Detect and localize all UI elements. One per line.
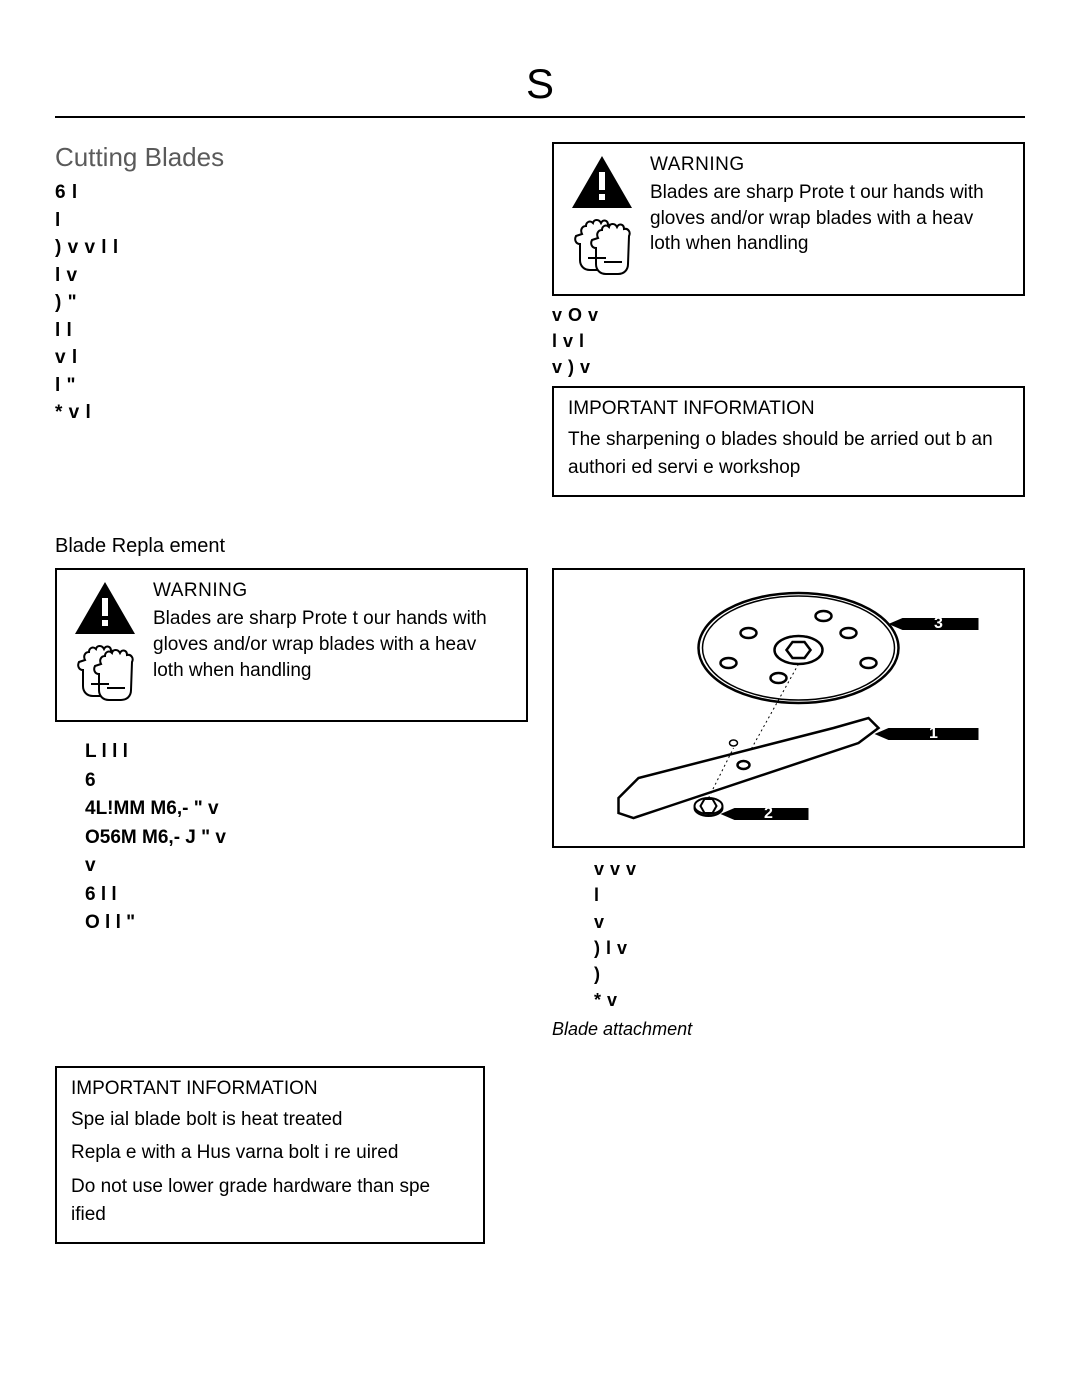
gloves-icon	[71, 640, 139, 708]
right-scatter-text: v v v l v ) l v ) * v	[552, 856, 1025, 1013]
blade-diagram-svg: 3 1 2	[562, 578, 1015, 838]
callout-3: 3	[934, 615, 943, 632]
warning-icons-2	[71, 580, 139, 708]
warning-heading-2: WARNING	[153, 580, 512, 602]
warning-triangle-icon	[570, 154, 634, 210]
info2-line1: Spe ial blade bolt is heat treated	[71, 1106, 469, 1134]
warning-icons-1	[568, 154, 636, 282]
warning-box-1: WARNING Blades are sharp Prote t our han…	[552, 142, 1025, 296]
subheading-blade-replacement: Blade Repla ement	[55, 535, 1025, 558]
warning-triangle-icon	[73, 580, 137, 636]
figure-caption: Blade attachment	[552, 1019, 1025, 1040]
header-rule	[55, 116, 1025, 118]
gloves-icon	[568, 214, 636, 282]
column-right: WARNING Blades are sharp Prote t our han…	[552, 142, 1025, 497]
warning-text-2: WARNING Blades are sharp Prote t our han…	[153, 580, 512, 683]
intro-text: 6 l l ) v v l l	[55, 179, 528, 427]
warning-body-2: Blades are sharp Prote t our hands with …	[153, 606, 512, 683]
row-2: WARNING Blades are sharp Prote t our han…	[55, 568, 1025, 1040]
warning-body-1: Blades are sharp Prote t our hands with …	[650, 180, 1009, 257]
page-root: S Cutting Blades 6 l l ) v v	[0, 0, 1080, 1284]
scatter-text-right: v O v l v l	[552, 302, 1025, 380]
info-heading-1: IMPORTANT INFORMATION	[568, 398, 1009, 420]
info-body-1: The sharpening o blades should be arried…	[568, 426, 1009, 481]
column-left: Cutting Blades 6 l l ) v v l	[55, 142, 528, 497]
figure-blade-attachment: 3 1 2	[552, 568, 1025, 848]
info2-line3: Do not use lower grade hardware than spe…	[71, 1173, 469, 1228]
row2-left: WARNING Blades are sharp Prote t our han…	[55, 568, 528, 1040]
warning-heading-1: WARNING	[650, 154, 1009, 176]
callout-1: 1	[929, 725, 938, 742]
warning-box-2: WARNING Blades are sharp Prote t our han…	[55, 568, 528, 722]
info-heading-2: IMPORTANT INFORMATION	[71, 1078, 469, 1100]
warning-text-1: WARNING Blades are sharp Prote t our han…	[650, 154, 1009, 257]
callout-2: 2	[764, 805, 773, 822]
section-title: Cutting Blades	[55, 142, 528, 173]
info-box-2: IMPORTANT INFORMATION Spe ial blade bolt…	[55, 1066, 485, 1244]
page-header-letter: S	[55, 60, 1025, 108]
info-box-1: IMPORTANT INFORMATION The sharpening o b…	[552, 386, 1025, 497]
row2-right: 3 1 2 v v v l v ) l	[552, 568, 1025, 1040]
spec-text: L l l l 6 4L!MM M6,- " v O56M M6,- J " v…	[55, 738, 528, 938]
info2-line2: Repla e with a Hus varna bolt i re uired	[71, 1139, 469, 1167]
top-columns: Cutting Blades 6 l l ) v v l	[55, 142, 1025, 497]
